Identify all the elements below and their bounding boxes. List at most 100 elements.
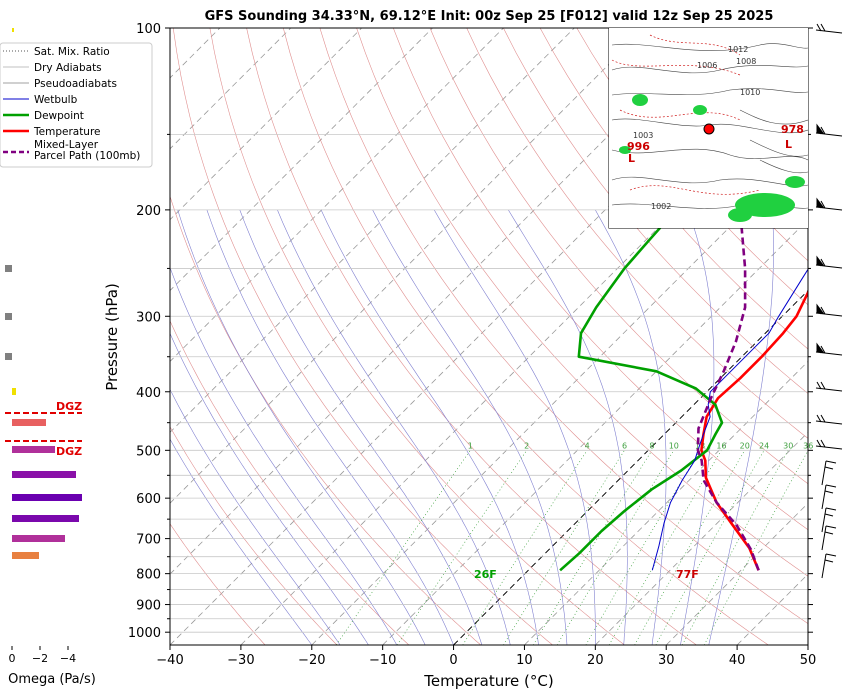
y-tick-label: 100 — [136, 22, 161, 37]
y-tick-label: 400 — [136, 386, 161, 401]
omega-axis-label: Omega (Pa/s) — [8, 672, 96, 687]
legend-label: Dry Adiabats — [34, 62, 102, 74]
x-tick-label: 50 — [800, 653, 817, 668]
x-axis-label: Temperature (°C) — [423, 672, 553, 690]
y-tick-label: 600 — [136, 492, 161, 507]
x-tick-label: −30 — [227, 653, 254, 668]
mixing-ratio-line — [396, 450, 527, 645]
pseudoadiabat-line — [595, 209, 667, 645]
pseudoadiabat-line — [177, 209, 426, 645]
pseudoadiabat-line — [239, 209, 483, 645]
inset-pressure-contour — [611, 43, 808, 51]
y-tick-label: 1000 — [128, 626, 161, 641]
wind-barb — [815, 439, 843, 450]
omega-marker — [5, 265, 12, 272]
isotherm-line — [240, 77, 808, 645]
dgz-label-lower: DGZ — [56, 445, 82, 458]
wind-barb — [815, 255, 843, 269]
y-tick-label: 800 — [136, 568, 161, 583]
mixing-ratio-line — [681, 450, 789, 645]
pseudoadiabat-line — [170, 438, 313, 645]
chart-legend: Sat. Mix. Ratio Dry Adiabats Pseudoadiab… — [0, 42, 153, 168]
inset-precip-area — [619, 146, 631, 154]
mixing-ratio-label: 6 — [622, 441, 627, 450]
mixing-ratio-line — [655, 450, 765, 645]
x-axis-ticks: −40 −30 −20 −10 0 10 20 30 40 50 — [156, 645, 816, 668]
omega-bar — [12, 446, 55, 453]
omega-tick-label: −2 — [32, 652, 48, 665]
inset-pressure-label: 996 — [627, 140, 650, 153]
pseudoadiabat-line — [206, 209, 454, 645]
legend-label: Dewpoint — [34, 110, 84, 122]
legend-entry: Dry Adiabats — [3, 62, 102, 74]
inset-pressure-label: 1008 — [736, 57, 756, 66]
wind-barb — [815, 381, 843, 392]
dry-adiabat-line — [246, 28, 697, 645]
omega-tick-label: 0 — [9, 652, 16, 665]
dry-adiabat-line — [834, 28, 846, 645]
pseudoadiabat-line — [320, 209, 539, 645]
mixing-ratio-label: 30 — [783, 441, 793, 450]
legend-label: Sat. Mix. Ratio — [34, 46, 110, 58]
wind-barb — [821, 484, 837, 510]
dry-adiabat-line — [393, 28, 808, 531]
mixing-ratio-label: 4 — [585, 441, 590, 450]
inset-pressure-contour — [611, 65, 808, 74]
dry-adiabat-line — [466, 28, 808, 439]
inset-pressure-label: L — [628, 152, 635, 165]
mixing-ratio-line — [462, 450, 588, 645]
omega-marker — [5, 313, 12, 320]
x-tick-label: −40 — [156, 653, 183, 668]
inset-pressure-label: 1006 — [697, 61, 717, 70]
omega-marker — [5, 353, 12, 360]
mixing-ratio-label: 24 — [759, 441, 769, 450]
wind-barb — [821, 525, 837, 551]
y-tick-label: 700 — [136, 533, 161, 548]
y-tick-label: 200 — [136, 204, 161, 219]
wind-barb — [821, 507, 837, 533]
dgz-label-upper: DGZ — [56, 400, 82, 413]
pseudoadiabat-line — [680, 209, 715, 645]
inset-precip-area — [632, 94, 648, 106]
pseudoadiabat-line — [433, 209, 596, 645]
dry-adiabat-line — [170, 320, 410, 645]
omega-bar — [12, 535, 65, 542]
dry-adiabat-line — [539, 28, 808, 350]
pseudoadiabat-line — [277, 209, 511, 645]
inset-pressure-contour — [759, 159, 808, 174]
x-tick-label: −20 — [298, 653, 325, 668]
mixing-ratio-line — [503, 450, 625, 645]
legend-entry: Sat. Mix. Ratio — [3, 46, 110, 58]
dry-adiabat-line — [170, 523, 266, 645]
dry-adiabat-line — [172, 28, 553, 645]
wind-barb — [815, 23, 843, 34]
wind-barb — [815, 123, 843, 137]
inset-pressure-contour — [739, 109, 808, 125]
y-tick-label: 300 — [136, 310, 161, 325]
legend-box — [0, 42, 153, 168]
dry-adiabat-line — [283, 28, 769, 645]
wind-barb — [815, 414, 843, 425]
inset-map: 1012 1006 1008 1010 1003 1002 996 978 L L — [608, 27, 809, 229]
mixing-ratio-label: 13 — [695, 441, 705, 450]
pseudoadiabat-line — [170, 266, 398, 645]
mixing-ratio-label: 20 — [740, 441, 750, 450]
legend-label: Wetbulb — [34, 94, 78, 106]
dry-adiabat-line — [319, 28, 808, 624]
x-tick-label: 0 — [449, 653, 457, 668]
inset-thickness-contour — [619, 109, 741, 121]
wind-barb — [815, 342, 843, 356]
surface-dewpoint-label: 26F — [474, 568, 497, 581]
mixing-ratio-label: 16 — [716, 441, 726, 450]
legend-entry: Mixed-Layer Parcel Path (100mb) — [3, 139, 140, 162]
inset-pressure-contour — [611, 88, 808, 96]
chart-title: GFS Sounding 34.33°N, 69.12°E Init: 00z … — [205, 9, 774, 24]
mixing-ratio-label: 8 — [649, 441, 654, 450]
omega-bar — [12, 419, 46, 426]
mixing-ratio-line — [634, 450, 746, 645]
series-temperature-line — [700, 289, 808, 571]
surface-temperature-label: 77F — [676, 568, 699, 581]
inset-location-marker — [703, 123, 715, 135]
omega-tick-label: −4 — [60, 652, 76, 665]
